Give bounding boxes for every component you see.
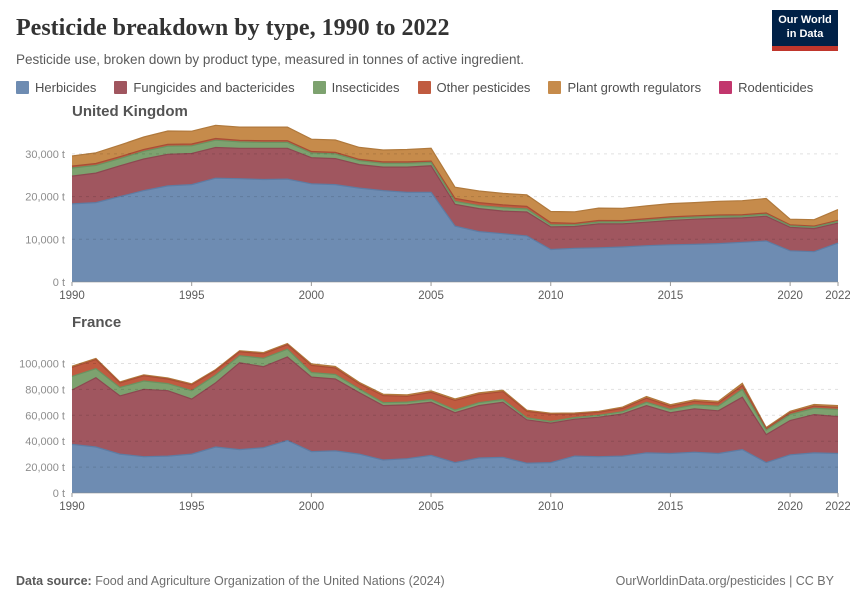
area-herbicides[interactable]: [72, 440, 838, 494]
legend-label: Fungicides and bactericides: [133, 80, 295, 96]
owid-logo-line1: Our World: [778, 14, 832, 26]
x-tick-label: 2000: [299, 501, 325, 513]
y-tick-label: 80,000 t: [25, 385, 65, 397]
data-source-label: Data source:: [16, 574, 92, 588]
header: Pesticide breakdown by type, 1990 to 202…: [0, 0, 850, 68]
legend-item-fungicides-and-bactericides[interactable]: Fungicides and bactericides: [114, 80, 295, 96]
legend-label: Rodenticides: [738, 80, 814, 96]
line-other-pesticides: [71, 138, 839, 228]
x-tick-label: 2005: [418, 501, 444, 513]
legend-swatch-plant-growth-regulators: [548, 81, 562, 95]
legend-swatch-insecticides: [312, 81, 326, 95]
y-tick-label: 10,000 t: [25, 235, 65, 247]
owid-logo-line2: in Data: [786, 27, 824, 40]
footer: Data source: Food and Agriculture Organi…: [16, 574, 834, 588]
page-title: Pesticide breakdown by type, 1990 to 202…: [16, 15, 450, 41]
line-fungicides-and-bactericides: [71, 147, 839, 230]
line-plant-growth-regulators: [71, 125, 839, 221]
legend-label: Other pesticides: [436, 80, 531, 96]
x-tick-label: 2022: [825, 290, 850, 302]
line-fungicides-and-bactericides: [71, 356, 839, 436]
united-kingdom-stacked-area-chart[interactable]: 1990 1995 2000 2005 2010 2015 2020 2022 0 t 10,00…: [0, 120, 850, 310]
x-tick-label: 2020: [777, 290, 803, 302]
legend-item-herbicides[interactable]: Herbicides: [16, 80, 96, 95]
legend-label: Herbicides: [35, 80, 97, 96]
legend-swatch-other-pesticides: [417, 81, 431, 95]
page-subtitle: Pesticide use, broken down by product ty…: [16, 51, 525, 67]
owid-logo[interactable]: Our World in Data: [772, 10, 838, 51]
x-tick-label: 1990: [59, 501, 85, 513]
y-tick-label: 40,000 t: [25, 437, 65, 449]
x-tick-label: 1995: [179, 290, 205, 302]
area-herbicides[interactable]: [72, 178, 838, 283]
legend-item-insecticides[interactable]: Insecticides: [312, 80, 400, 96]
legend-item-plant-growth-regulators[interactable]: Plant growth regulators: [548, 80, 701, 95]
y-tick-label: 20,000 t: [25, 192, 65, 204]
y-tick-label: 0 t: [53, 277, 65, 289]
legend-item-other-pesticides[interactable]: Other pesticides: [417, 80, 531, 96]
data-source-note: Data source: Food and Agriculture Organi…: [16, 574, 445, 588]
x-tick-label: 2015: [658, 501, 684, 513]
line-other-pesticides: [71, 344, 839, 430]
legend-swatch-rodenticides: [719, 81, 733, 95]
x-tick-label: 2022: [825, 501, 850, 513]
y-tick-label: 0 t: [53, 488, 65, 500]
data-source-text: Food and Agriculture Organization of the…: [91, 574, 445, 588]
entity-label-united-kingdom: United Kingdom: [72, 103, 188, 121]
line-herbicides: [71, 177, 839, 253]
y-tick-label: 30,000 t: [25, 149, 65, 161]
x-tick-label: 2010: [538, 501, 564, 513]
legend-swatch-herbicides: [16, 81, 29, 95]
line-herbicides: [71, 440, 839, 465]
france-stacked-area-chart[interactable]: 1990 1995 2000 2005 2010 2015 2020 2022 0 t 20,00…: [0, 331, 850, 521]
legend-label: Plant growth regulators: [567, 80, 702, 96]
legend-label: Insecticides: [331, 80, 400, 96]
footer-link[interactable]: OurWorldinData.org/pesticides | CC BY: [615, 574, 834, 588]
x-tick-label: 2005: [418, 290, 444, 302]
x-tick-label: 2010: [538, 290, 564, 302]
x-tick-label: 1995: [179, 501, 205, 513]
area-fungicides-and-bactericides[interactable]: [72, 147, 838, 253]
y-tick-label: 100,000 t: [19, 359, 65, 371]
legend-swatch-fungicides-and-bactericides: [114, 81, 128, 95]
y-tick-label: 20,000 t: [25, 462, 65, 474]
legend-item-rodenticides[interactable]: Rodenticides: [719, 80, 813, 95]
x-tick-label: 2000: [299, 290, 325, 302]
y-tick-label: 60,000 t: [25, 411, 65, 423]
x-tick-label: 2020: [777, 501, 803, 513]
x-tick-label: 2015: [658, 290, 684, 302]
legend: Herbicides Fungicides and bactericides Ins…: [16, 80, 834, 95]
area-fungicides-and-bactericides[interactable]: [72, 357, 838, 464]
x-tick-label: 1990: [59, 290, 85, 302]
line-insecticides: [71, 139, 839, 229]
line-insecticides: [71, 348, 839, 432]
entity-label-france: France: [72, 314, 122, 332]
line-plant-growth-regulators: [71, 343, 839, 429]
